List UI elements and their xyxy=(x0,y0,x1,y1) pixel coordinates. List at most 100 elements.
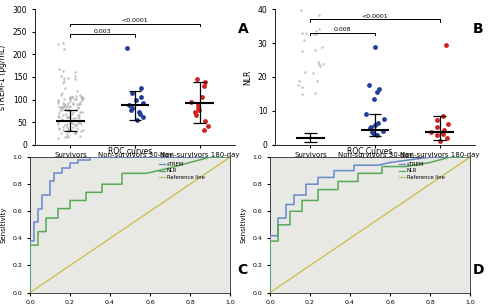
Point xyxy=(66,114,74,119)
Point xyxy=(60,96,68,101)
Point xyxy=(200,128,207,133)
Text: D: D xyxy=(472,263,484,277)
Point xyxy=(80,128,88,132)
Point xyxy=(76,119,84,124)
Point xyxy=(367,125,375,130)
Point xyxy=(54,135,62,140)
Point xyxy=(58,90,66,95)
Point xyxy=(74,120,82,125)
Point xyxy=(311,47,319,52)
Point xyxy=(372,90,380,95)
Point xyxy=(68,100,76,105)
Point xyxy=(54,122,62,127)
Point xyxy=(298,85,306,90)
Point xyxy=(64,75,72,80)
Point xyxy=(74,89,82,94)
Point xyxy=(76,101,84,106)
Point xyxy=(54,114,62,119)
Point xyxy=(66,108,74,113)
Point xyxy=(62,111,70,116)
Point xyxy=(443,136,451,140)
Point xyxy=(66,94,74,99)
Point xyxy=(374,120,382,125)
Point xyxy=(68,111,76,116)
Point xyxy=(312,31,320,36)
Point xyxy=(370,96,378,101)
Point xyxy=(299,4,307,9)
Point xyxy=(364,83,372,88)
Point xyxy=(72,129,80,134)
Point xyxy=(60,47,68,52)
Point xyxy=(300,37,308,42)
Point xyxy=(64,134,72,139)
Point xyxy=(438,132,446,136)
Point xyxy=(60,103,68,107)
Point xyxy=(57,74,65,79)
Point xyxy=(74,105,82,110)
Point xyxy=(310,71,318,76)
Point xyxy=(64,101,72,106)
Point xyxy=(74,114,82,119)
Point xyxy=(58,104,66,109)
Point xyxy=(372,133,380,138)
Point xyxy=(314,3,322,8)
Point xyxy=(76,128,84,133)
Point xyxy=(76,93,84,98)
Point xyxy=(56,127,64,132)
Point xyxy=(366,126,374,131)
Point xyxy=(79,96,87,101)
Point xyxy=(68,95,76,100)
Point xyxy=(380,128,388,133)
Point xyxy=(124,45,132,50)
Point xyxy=(60,102,68,107)
Point xyxy=(202,80,209,85)
Point xyxy=(298,48,306,53)
Point xyxy=(433,133,441,138)
Point xyxy=(310,31,318,36)
Point xyxy=(54,97,62,102)
Y-axis label: Sensitivity: Sensitivity xyxy=(241,207,247,243)
Point xyxy=(67,128,75,132)
Point xyxy=(54,98,62,103)
Point xyxy=(318,45,326,50)
Point xyxy=(193,77,201,82)
Point xyxy=(298,30,306,35)
Point xyxy=(58,106,66,111)
Point xyxy=(298,8,306,13)
Point xyxy=(128,107,136,112)
Point xyxy=(66,103,74,108)
Point xyxy=(74,104,82,109)
Point xyxy=(362,112,370,117)
Point xyxy=(64,126,72,131)
Point xyxy=(58,117,66,122)
Point xyxy=(137,86,145,91)
Point xyxy=(72,107,80,112)
Point xyxy=(72,131,80,136)
Point xyxy=(58,108,66,113)
Point xyxy=(376,86,384,91)
Text: <0.0001: <0.0001 xyxy=(362,14,388,19)
Point xyxy=(294,83,302,88)
Point xyxy=(61,107,69,111)
Point xyxy=(128,105,136,110)
Point xyxy=(370,132,378,136)
Point xyxy=(75,116,83,121)
Point xyxy=(54,42,62,47)
Point xyxy=(78,96,86,101)
Point xyxy=(444,122,452,127)
Point xyxy=(200,83,208,88)
Point xyxy=(70,69,78,74)
Point xyxy=(54,126,62,131)
Point xyxy=(74,113,82,118)
Point xyxy=(56,111,64,116)
Point xyxy=(64,103,72,107)
Point xyxy=(64,128,72,133)
Point xyxy=(58,113,66,118)
Point xyxy=(62,86,70,91)
Point xyxy=(71,77,79,82)
Point xyxy=(68,120,76,125)
Point xyxy=(55,114,63,119)
Point xyxy=(439,113,447,118)
Point xyxy=(64,107,72,112)
Y-axis label: Sensitivity: Sensitivity xyxy=(1,207,7,243)
